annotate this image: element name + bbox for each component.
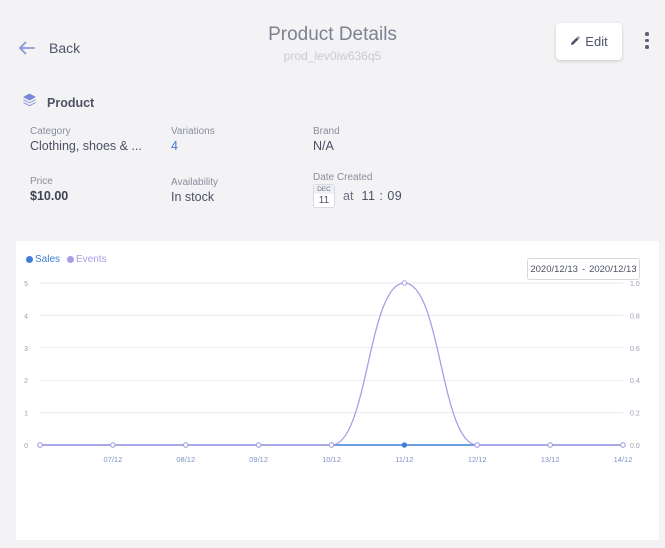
arrow-left-icon [18,41,35,55]
legend-item-sales[interactable]: Sales [26,254,60,265]
y-right-tick-label: 0.0 [630,443,640,450]
back-label: Back [49,40,81,56]
product-id: prod_lev0iw636q5 [283,49,382,63]
section-title: Product [47,95,95,110]
date-created-field: Date Created DEC 11 at 11 : 09 [313,172,402,208]
legend-label-events: Events [76,254,107,265]
data-point-events [183,442,189,448]
data-point-events [474,442,480,448]
header: Back Product Details prod_lev0iw636q5 Ed… [0,0,665,80]
page-title: Product Details [268,24,397,45]
x-tick-label: 10/12 [322,455,341,464]
x-tick-label: 08/12 [176,455,195,464]
variations-link[interactable]: 4 [171,139,178,153]
date-created-value: DEC 11 at 11 : 09 [313,184,402,208]
y-left-tick-label: 4 [24,313,28,320]
y-left-tick-label: 3 [24,346,28,353]
title-block: Product Details prod_lev0iw636q5 [0,24,665,63]
pencil-icon [570,34,581,49]
date-created-label: Date Created [313,172,373,183]
availability-label: Availability [171,177,219,188]
sales-events-chart: 0 1 2 3 4 5 0.0 0.2 0.4 0.6 0.8 1.0 07/12 08/12 09/12 1… [24,280,640,464]
product-section-header: Product [22,93,94,112]
variations-field: Variations 4 [171,126,215,153]
y-left-tick-label: 2 [24,378,28,385]
calendar-badge: DEC 11 [313,184,335,208]
x-tick-label: 14/12 [614,455,633,464]
data-point-events [110,442,116,448]
price-label: Price [30,176,53,187]
y-right-tick-label: 0.6 [630,346,640,353]
y-right-tick-label: 0.2 [630,411,640,418]
y-right-tick-label: 0.4 [630,378,640,385]
data-point-events [620,442,626,448]
y-left-tick-label: 5 [24,281,28,288]
y-right-tick-label: 0.8 [630,313,640,320]
data-point-events [37,442,43,448]
availability-field: Availability In stock [171,177,218,204]
brand-label: Brand [313,126,340,137]
chart-card: 0 1 2 3 4 5 0.0 0.2 0.4 0.6 0.8 1.0 07/12 08/12 09/12 1… [16,241,659,540]
date-range-start: 2020/12/13 [530,263,578,275]
data-point-events [401,280,408,286]
data-point-sales [401,442,408,448]
brand-value: N/A [313,139,334,153]
data-point-events [255,442,262,448]
data-point-events [547,442,553,448]
edit-button[interactable]: Edit [556,23,622,60]
edit-label: Edit [585,34,608,49]
price-field: Price $10.00 [30,176,68,203]
x-tick-label: 11/12 [395,455,413,464]
date-range-picker[interactable]: 2020/12/13 - 2020/12/13 [527,258,640,280]
x-tick-label: 13/12 [541,455,560,464]
legend-item-events[interactable]: Events [67,254,107,265]
legend-dot-events [67,256,75,263]
calendar-month: DEC [314,185,334,194]
data-point-events [328,442,335,448]
x-tick-label: 12/12 [468,455,487,464]
legend-dot-sales [26,256,33,263]
price-value: $10.00 [30,189,69,203]
category-label: Category [30,126,71,137]
back-button[interactable]: Back [18,40,80,56]
date-range-separator: - [581,263,586,275]
more-options-icon[interactable] [641,32,653,52]
y-left-tick-label: 1 [24,411,28,418]
legend-label-sales: Sales [35,254,61,265]
y-right-tick-label: 1.0 [630,281,640,288]
created-time: 11 : 09 [361,189,403,203]
variations-label: Variations [171,126,215,137]
category-value: Clothing, shoes & ... [30,139,142,153]
category-field: Category Clothing, shoes & ... [30,126,142,153]
x-tick-label: 07/12 [103,455,122,464]
date-range-end: 2020/12/13 [589,263,637,275]
series-line-events [40,282,623,446]
layers-icon [22,93,37,112]
chart-legend: Sales Events [26,254,107,265]
date-at-text: at [343,189,354,203]
calendar-day: 11 [318,195,330,206]
y-left-tick-label: 0 [24,443,28,450]
availability-value: In stock [171,190,215,204]
brand-field: Brand N/A [313,126,340,153]
x-tick-label: 09/12 [249,455,268,464]
